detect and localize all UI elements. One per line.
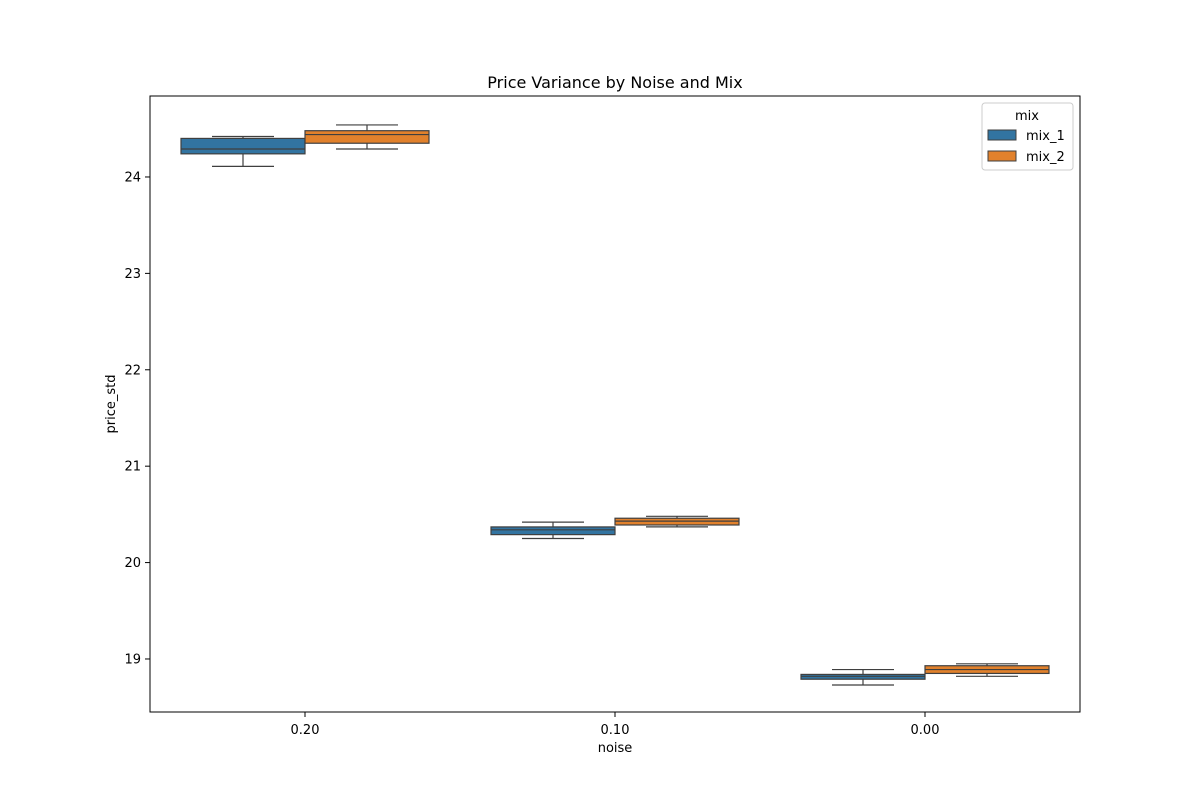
legend-label-mix_1: mix_1 bbox=[1026, 129, 1065, 144]
x-tick-label: 0.00 bbox=[911, 723, 940, 738]
box-mix_1-0.20 bbox=[180, 135, 306, 167]
box-mix_1-0.00 bbox=[800, 668, 926, 686]
y-tick-label: 21 bbox=[124, 460, 141, 475]
legend-swatch-mix_1 bbox=[987, 129, 1017, 141]
x-axis: 0.20 0.10 0.00 bbox=[291, 712, 940, 738]
box-mix_2-0.00 bbox=[924, 663, 1050, 677]
legend-label-mix_2: mix_2 bbox=[1026, 150, 1065, 165]
y-tick-label: 22 bbox=[124, 363, 141, 378]
legend-swatch-mix_2 bbox=[987, 150, 1017, 162]
legend-title: mix bbox=[1015, 109, 1039, 124]
y-tick-label: 23 bbox=[124, 267, 141, 282]
box-body bbox=[180, 137, 306, 155]
y-tick-label: 20 bbox=[124, 556, 141, 571]
box-mix_1-0.10 bbox=[490, 521, 616, 540]
y-tick-label: 19 bbox=[124, 652, 141, 667]
y-axis-label: price_std bbox=[104, 375, 119, 434]
x-tick-label: 0.10 bbox=[601, 723, 630, 738]
y-tick-label: 24 bbox=[124, 170, 141, 185]
x-axis-label: noise bbox=[598, 741, 633, 756]
y-axis: 19 20 21 22 23 24 bbox=[124, 170, 150, 667]
plot-frame bbox=[149, 95, 1081, 713]
box-body bbox=[490, 526, 616, 536]
box-mix_2-0.20 bbox=[304, 124, 430, 150]
box-mix_2-0.10 bbox=[614, 515, 740, 528]
legend: mix mix_1 mix_2 bbox=[981, 102, 1074, 171]
chart-title: Price Variance by Noise and Mix bbox=[487, 73, 742, 92]
plot-area bbox=[180, 124, 1050, 686]
box-body bbox=[304, 130, 430, 144]
x-tick-label: 0.20 bbox=[291, 723, 320, 738]
